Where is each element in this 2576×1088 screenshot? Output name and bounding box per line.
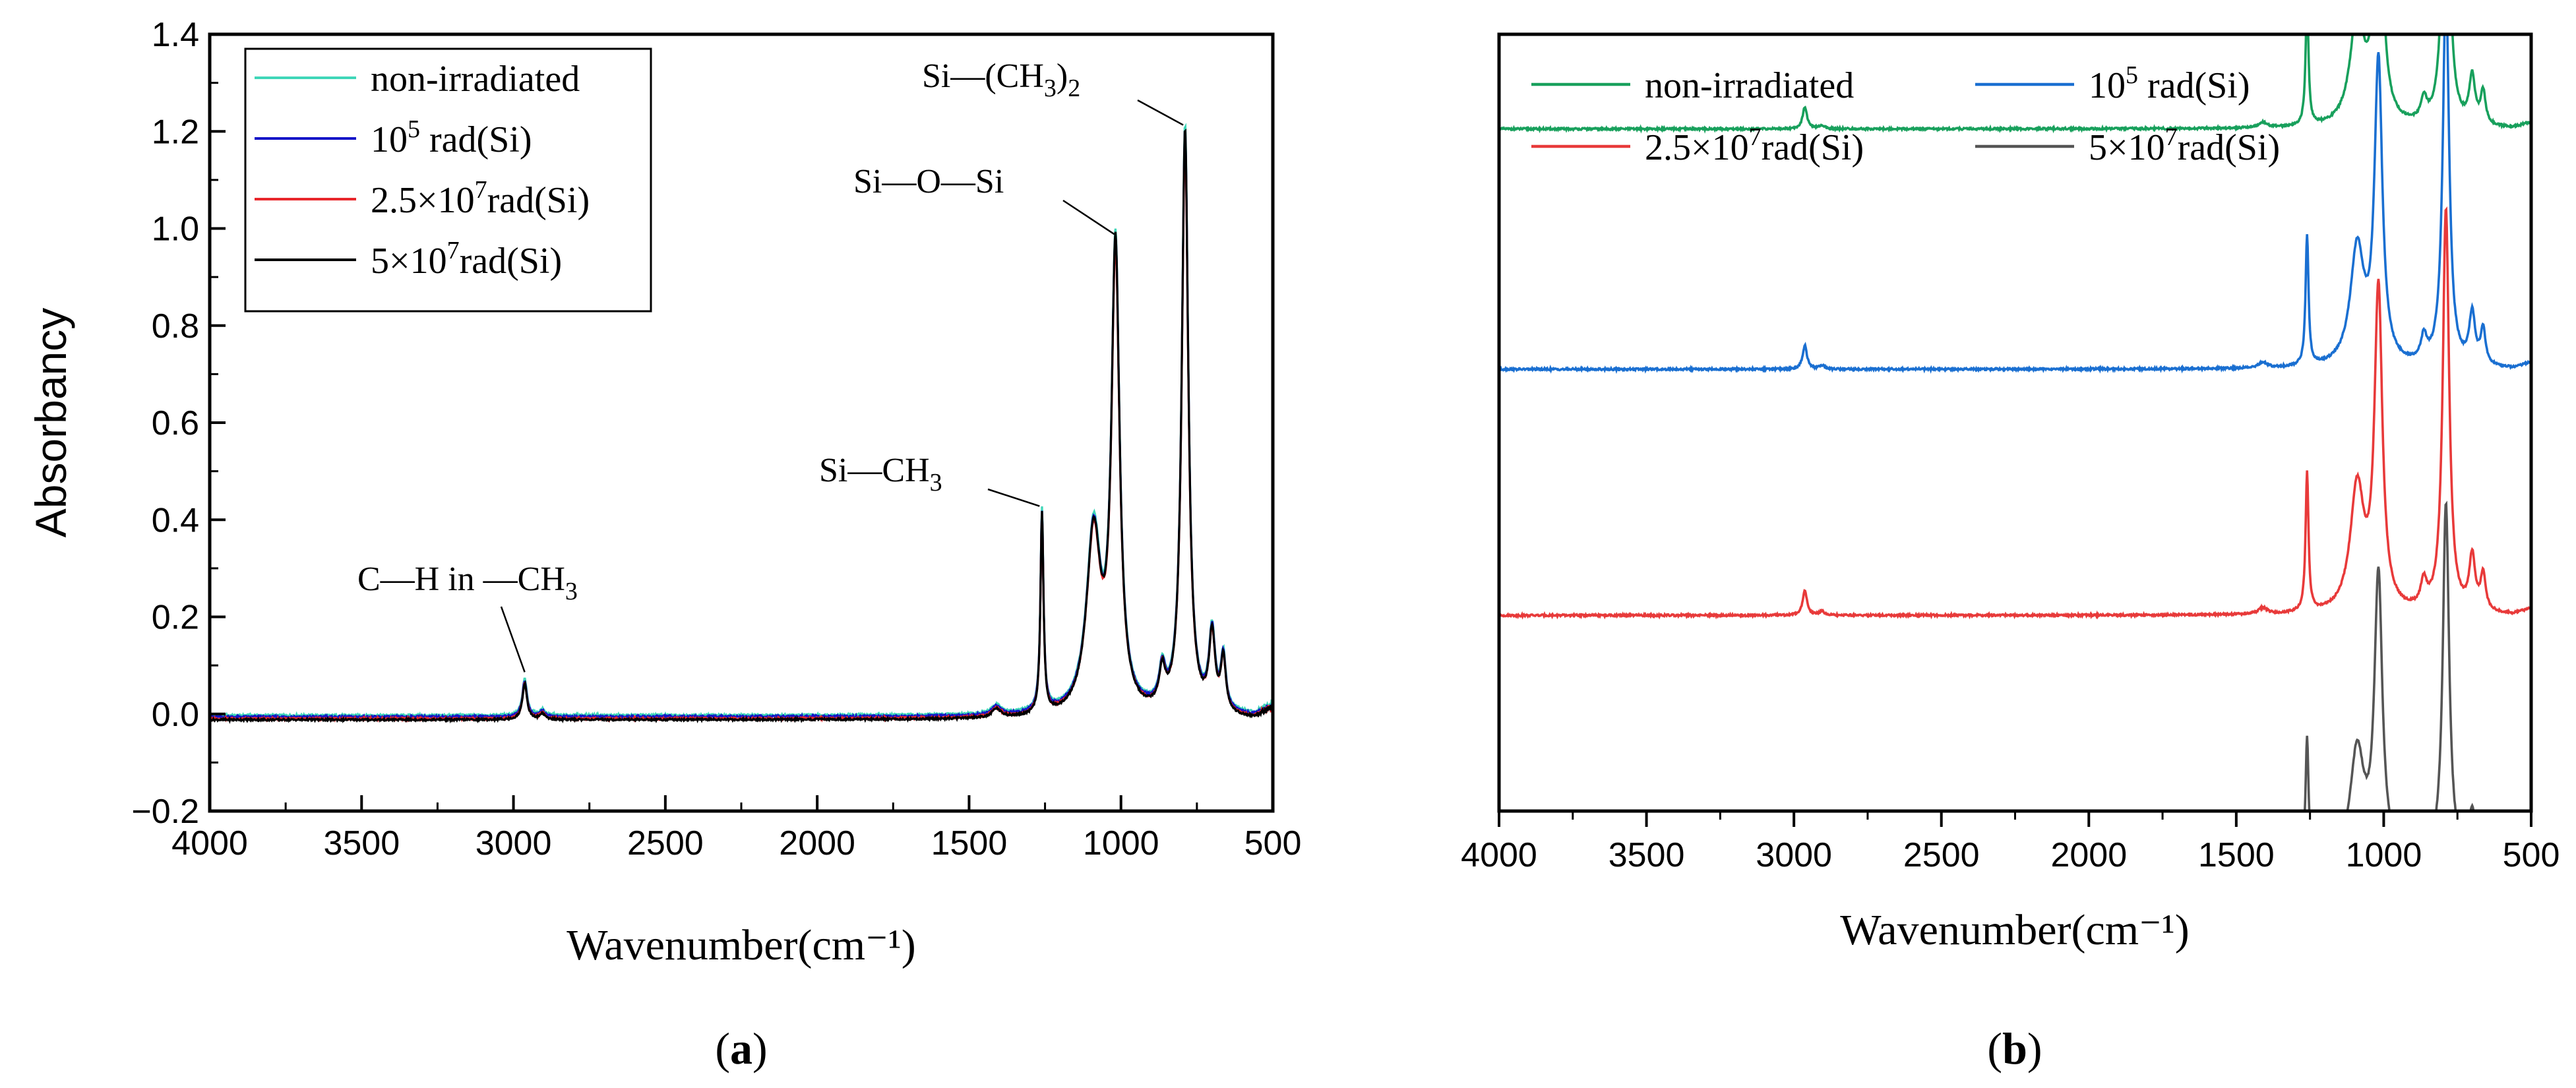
panel-a-legend-label: 2.5×107rad(Si) bbox=[371, 176, 590, 221]
panel-b-series-line-1 bbox=[1499, 34, 2531, 134]
panel-b-curves bbox=[1499, 34, 2531, 811]
panel-a-y-tick-label: 1.4 bbox=[152, 16, 199, 54]
panel-a-legend-label: non-irradiated bbox=[371, 59, 580, 100]
panel-a-annotation-leader bbox=[500, 606, 526, 673]
panel-b-legend-label: non-irradiated bbox=[1645, 65, 1854, 106]
panel-b-x-tick-label: 3500 bbox=[1609, 836, 1685, 874]
panel-b-x-tick-label: 2000 bbox=[2050, 836, 2127, 874]
panel-a-y-tick-label: 0.4 bbox=[152, 501, 199, 539]
panel-a-x-tick-label: 2500 bbox=[627, 824, 704, 862]
panel-b-label: (b) bbox=[1987, 1023, 2042, 1073]
panel-a-annotation-label: C—H in —CH3 bbox=[357, 560, 578, 605]
panel-b-x-tick-label: 1500 bbox=[2198, 836, 2275, 874]
panel-a-ticks: 4000 3500 3000 2500 2000 1500 1000 500 −0.2 0.0 0.… bbox=[131, 16, 1301, 862]
panel-a-x-axis-label: Wavenumber(cm⁻¹) bbox=[567, 921, 915, 969]
panel-a-annotations: C—H in —CH3 Si—CH3 Si—O—Si Si—(CH3)2 bbox=[357, 57, 1184, 673]
panel-a-x-tick-label: 1000 bbox=[1083, 824, 1159, 862]
panel-a-annotation-label: Si—O—Si bbox=[853, 163, 1004, 200]
panel-a-x-tick-label: 1500 bbox=[931, 824, 1008, 862]
panel-a-annotation-leader bbox=[1062, 199, 1115, 235]
panel-a-y-tick-label: 1.0 bbox=[152, 210, 199, 249]
panel-a-legend: non-irradiated 105 rad(Si) 2.5×107rad(Si) 5… bbox=[244, 47, 652, 313]
panel-b-legend: non-irradiated 105 rad(Si) 2.5×107rad(Si) 5… bbox=[1531, 61, 2280, 168]
panel-a-series-line-4 bbox=[210, 128, 1273, 725]
panel-a-legend-label: 105 rad(Si) bbox=[371, 115, 532, 160]
panel-b-x-tick-label: 500 bbox=[2503, 836, 2560, 874]
panel-b-legend-label: 2.5×107rad(Si) bbox=[1645, 123, 1864, 168]
panel-b-ticks: 4000 3500 3000 2500 2000 1500 1000 500 bbox=[1461, 811, 2560, 874]
panel-a-x-tick-label: 4000 bbox=[171, 824, 248, 862]
panel-b: non-irradiated 105 rad(Si) 2.5×107rad(Si) 5… bbox=[1461, 32, 2560, 1073]
panel-a-x-tick-label: 3000 bbox=[475, 824, 552, 862]
panel-a-annotation-label: Si—(CH3)2 bbox=[922, 57, 1080, 102]
panel-a-x-tick-label: 2000 bbox=[779, 824, 855, 862]
panel-b-x-axis-label: Wavenumber(cm⁻¹) bbox=[1840, 906, 2189, 954]
panel-b-series-line-3 bbox=[1499, 206, 2531, 620]
panel-b-x-tick-label: 1000 bbox=[2346, 836, 2422, 874]
panel-a-y-axis-label: Absorbancy bbox=[26, 308, 75, 538]
panel-b-x-tick-label: 4000 bbox=[1461, 836, 1537, 874]
panel-a-legend-label: 5×107rad(Si) bbox=[371, 237, 562, 282]
panel-b-x-tick-label: 2500 bbox=[1903, 836, 1980, 874]
panel-a-legend-box bbox=[244, 47, 652, 313]
panel-a-y-tick-label: 1.2 bbox=[152, 113, 199, 151]
panel-a-annotation-leader bbox=[1137, 99, 1184, 126]
panel-a-y-tick-label: 0.2 bbox=[152, 599, 199, 637]
panel-b-series-line-2 bbox=[1499, 34, 2531, 375]
panel-a-y-tick-label: −0.2 bbox=[131, 793, 199, 831]
panel-a-label: (a) bbox=[715, 1023, 767, 1073]
panel-b-series-line-4 bbox=[2303, 500, 2475, 811]
panel-b-x-tick-label: 3000 bbox=[1756, 836, 1832, 874]
panel-a-x-tick-label: 500 bbox=[1244, 824, 1302, 862]
panel-a-curves bbox=[210, 123, 1273, 725]
panel-a-y-tick-label: 0.8 bbox=[152, 307, 199, 346]
panel-a-y-tick-label: 0.0 bbox=[152, 696, 199, 734]
panel-a-x-tick-label: 3500 bbox=[323, 824, 400, 862]
panel-a: C—H in —CH3 Si—CH3 Si—O—Si Si—(CH3)2 non-ir… bbox=[26, 16, 1301, 1073]
panel-b-legend-label: 105 rad(Si) bbox=[2089, 61, 2250, 106]
panel-a-annotation-leader bbox=[987, 488, 1040, 507]
panel-a-y-tick-label: 0.6 bbox=[152, 404, 199, 442]
panel-a-annotation-label: Si—CH3 bbox=[819, 452, 942, 497]
panel-b-legend-label: 5×107rad(Si) bbox=[2089, 123, 2280, 168]
